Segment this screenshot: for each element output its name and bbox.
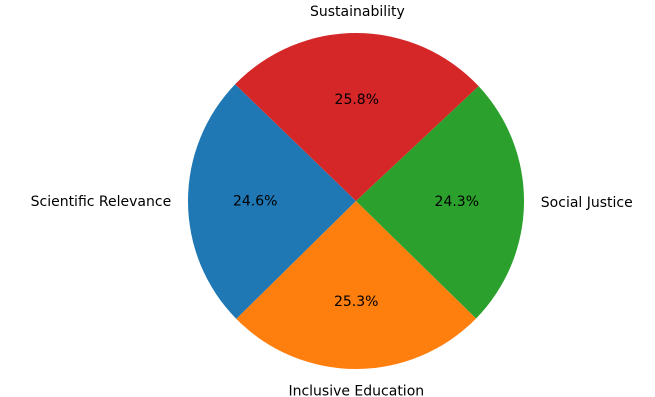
pie-category-label-sustainability: Sustainability xyxy=(310,4,405,20)
pie-slice-social-justice xyxy=(356,86,524,319)
pie-pct-label-scientific-relevance: 24.6% xyxy=(233,194,277,210)
pie-category-label-social-justice: Social Justice xyxy=(541,195,633,211)
pie-pct-label-inclusive-education: 25.3% xyxy=(334,294,378,310)
pie-slice-sustainability xyxy=(235,33,479,201)
pie-category-label-scientific-relevance: Scientific Relevance xyxy=(31,194,172,210)
pie-slices xyxy=(188,33,524,369)
pie-pct-label-social-justice: 24.3% xyxy=(435,194,479,210)
pie-slice-inclusive-education xyxy=(236,201,477,369)
pie-pct-label-sustainability: 25.8% xyxy=(335,92,379,108)
pie-slice-scientific-relevance xyxy=(188,84,356,319)
pie-labels: 24.6% Scientific Relevance 25.3% Inclusive … xyxy=(31,4,633,397)
pie-category-label-inclusive-education: Inclusive Education xyxy=(288,383,424,397)
